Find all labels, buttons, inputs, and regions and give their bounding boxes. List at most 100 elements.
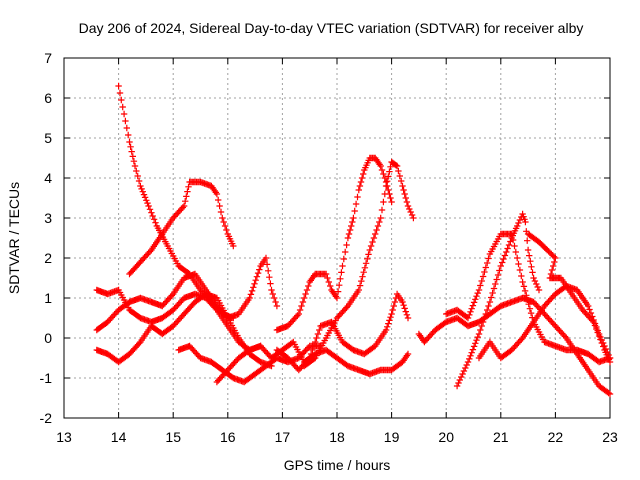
data-point: [550, 262, 557, 270]
data-point: [478, 277, 485, 285]
data-point: [376, 218, 383, 226]
data-point: [265, 267, 272, 274]
data-point: [357, 178, 365, 186]
data-point: [191, 348, 199, 356]
data-point: [374, 222, 382, 230]
data-point: [309, 346, 316, 354]
data-point: [546, 316, 554, 324]
data-point: [381, 190, 388, 198]
data-point: [466, 355, 473, 363]
data-point: [299, 298, 307, 306]
data-point: [402, 308, 409, 315]
y-tick-label: 0: [44, 330, 52, 346]
data-point: [352, 200, 360, 208]
data-point: [356, 282, 364, 289]
data-point: [126, 138, 133, 146]
data-point: [164, 296, 171, 304]
data-point: [527, 309, 535, 317]
data-point: [473, 337, 480, 344]
data-point: [252, 277, 259, 284]
data-point: [400, 186, 407, 194]
data-point: [351, 207, 358, 215]
y-tick-label: 1: [44, 290, 52, 306]
data-point: [118, 96, 125, 104]
data-point: [144, 199, 151, 207]
data-point: [501, 252, 509, 259]
data-point: [369, 238, 376, 246]
data-point: [148, 209, 155, 216]
data-point: [286, 321, 293, 328]
y-tick-label: 4: [44, 170, 52, 186]
data-point: [146, 248, 154, 255]
data-point: [482, 310, 489, 318]
series-arc-h: [273, 154, 395, 334]
data-point: [346, 226, 354, 234]
data-point: [385, 173, 392, 180]
x-tick-label: 18: [329, 429, 345, 445]
data-point: [340, 255, 347, 263]
data-point: [135, 177, 143, 185]
data-point: [522, 218, 529, 226]
data-point: [505, 241, 513, 249]
data-point: [223, 368, 230, 375]
data-point: [605, 389, 612, 397]
data-point: [464, 314, 472, 322]
data-point: [298, 302, 305, 310]
data-point: [123, 124, 130, 132]
data-point: [559, 330, 566, 337]
data-point: [131, 162, 139, 170]
data-point: [453, 382, 461, 390]
y-axis-label: SDTVAR / TECUs: [6, 182, 22, 294]
x-tick-label: 13: [56, 429, 72, 445]
data-point: [590, 318, 597, 326]
data-point: [179, 204, 186, 211]
data-point: [499, 259, 506, 266]
data-point: [247, 291, 255, 298]
data-point: [216, 202, 223, 210]
data-point: [176, 299, 184, 306]
data-point: [296, 306, 304, 314]
data-point: [314, 330, 322, 338]
data-point: [272, 298, 279, 306]
data-point: [390, 302, 397, 310]
data-point: [406, 205, 413, 213]
data-point: [250, 284, 257, 291]
data-point: [246, 294, 253, 302]
data-point: [477, 326, 484, 334]
data-point: [389, 306, 396, 314]
data-point: [472, 340, 479, 347]
series-arc-e: [126, 178, 237, 278]
data-point: [496, 267, 503, 274]
data-point: [591, 322, 599, 329]
data-point: [258, 344, 266, 351]
data-point: [339, 262, 346, 270]
data-point: [542, 312, 549, 319]
y-tick-label: 6: [44, 90, 52, 106]
data-point: [523, 292, 530, 299]
series-arc-o: [524, 230, 614, 366]
data-point: [492, 280, 499, 288]
data-point: [215, 196, 222, 204]
data-point: [187, 344, 195, 351]
data-point: [342, 248, 349, 256]
data-point: [531, 277, 539, 285]
data-point: [526, 305, 534, 312]
data-point: [220, 218, 227, 226]
data-point: [303, 286, 311, 294]
data-point: [475, 286, 483, 294]
data-point: [141, 254, 148, 261]
data-point: [524, 296, 531, 303]
data-point: [292, 313, 300, 321]
x-tick-label: 23: [602, 429, 618, 445]
data-point: [137, 182, 144, 190]
data-point: [548, 266, 556, 274]
data-point: [139, 188, 146, 195]
data-point: [292, 363, 300, 371]
data-point: [504, 245, 511, 252]
series-arc-i: [301, 158, 417, 370]
data-point: [348, 222, 355, 230]
data-point: [127, 143, 134, 150]
data-point: [500, 255, 507, 263]
data-point: [267, 280, 274, 287]
